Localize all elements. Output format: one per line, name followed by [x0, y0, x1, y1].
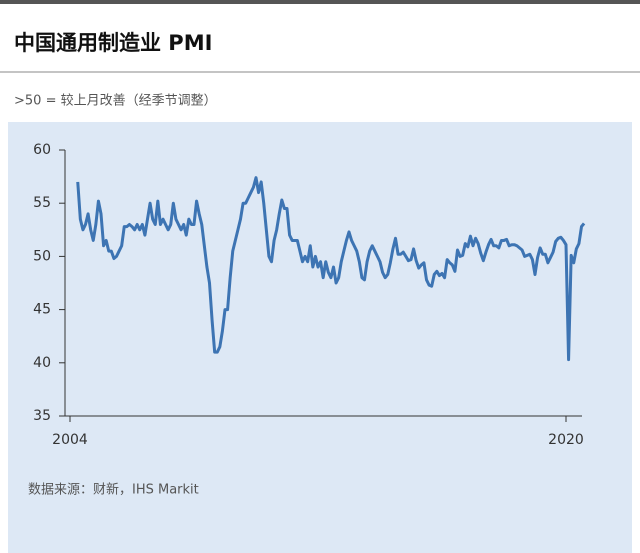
x-tick-label: 2020 [548, 432, 584, 448]
y-tick-label: 55 [33, 195, 51, 211]
x-tick-label: 2004 [52, 432, 88, 448]
y-tick-label: 40 [33, 355, 51, 371]
y-tick-label: 45 [33, 302, 51, 318]
source: 数据来源：财新，IHS Markit [28, 482, 199, 498]
y-tick-label: 60 [33, 142, 51, 158]
y-tick-label: 35 [33, 408, 51, 424]
chart-title: 中国通用制造业 PMI [14, 31, 212, 55]
subtitle: >50 = 较上月改善（经季节调整） [14, 93, 217, 109]
panel [8, 122, 632, 553]
top-rule [0, 0, 640, 4]
y-tick-label: 50 [33, 248, 51, 264]
data-line [76, 176, 586, 362]
